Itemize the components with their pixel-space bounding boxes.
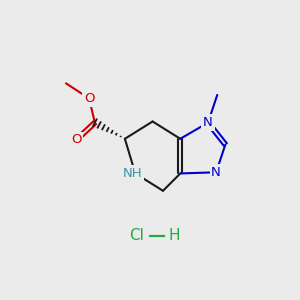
Text: NH: NH xyxy=(123,167,142,180)
Text: Cl: Cl xyxy=(129,228,144,243)
Text: H: H xyxy=(169,228,180,243)
Text: N: N xyxy=(211,166,221,179)
Text: N: N xyxy=(203,116,213,129)
Text: O: O xyxy=(71,134,82,146)
Text: O: O xyxy=(84,92,94,105)
